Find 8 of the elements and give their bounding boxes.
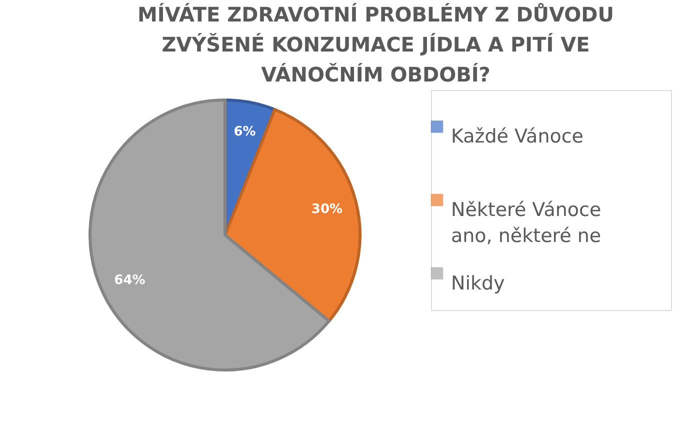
- data-label: 30%: [311, 202, 343, 217]
- data-label: 64%: [114, 272, 146, 288]
- legend-label: Některé Vánoce ano, některé ne: [451, 199, 602, 247]
- legend-label: Každé Vánoce: [451, 126, 584, 148]
- chart-title: MÍVÁTE ZDRAVOTNÍ PROBLÉMY Z DŮVODU ZVÝŠENÉ KONZUMACE JÍDLA A PITÍ VE VÁNOČNÍM OBDOBÍ?: [137, 2, 614, 86]
- pie-slice: [224, 108, 362, 323]
- data-label: 6%: [234, 124, 256, 140]
- legend-label: Nikdy: [451, 272, 505, 294]
